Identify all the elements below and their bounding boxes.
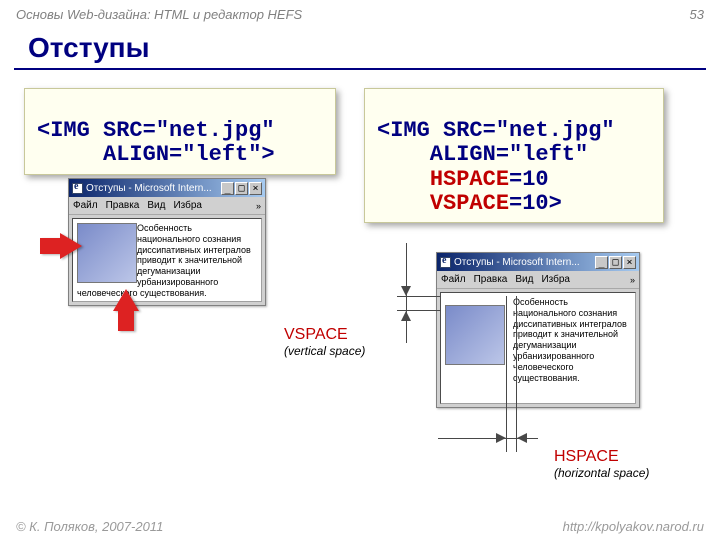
window-title: Отступы - Microsoft Intern...	[454, 257, 580, 268]
menu-fav[interactable]: Избра	[541, 274, 570, 285]
menu-view[interactable]: Вид	[515, 274, 533, 285]
menu-view[interactable]: Вид	[147, 200, 165, 211]
chevron-icon[interactable]: »	[630, 275, 635, 285]
arrow-left-icon	[517, 433, 527, 443]
arrow-right-icon	[496, 433, 506, 443]
ie-icon	[72, 183, 83, 194]
hspace-left-tick	[506, 296, 507, 452]
arrow-vspace-missing	[113, 289, 139, 311]
max-icon[interactable]: □	[609, 256, 622, 269]
menubar: Файл Правка Вид Избра »	[69, 197, 265, 215]
chevron-icon[interactable]: »	[256, 201, 261, 211]
code-line: HSPACE=10	[377, 167, 549, 192]
menubar: Файл Правка Вид Избра »	[437, 271, 639, 289]
sample-text: Особенность национального сознания дисси…	[513, 297, 627, 383]
code-box-withspace: <IMG SRC="net.jpg" ALIGN="left" HSPACE=1…	[364, 88, 664, 223]
arrow-up-icon	[401, 311, 411, 321]
miniwin-nospace: Отступы - Microsoft Intern... _□× Файл П…	[68, 178, 266, 306]
menu-edit[interactable]: Правка	[474, 274, 508, 285]
page-number: 53	[690, 7, 704, 22]
hspace-right-tick	[516, 296, 517, 452]
window-title: Отступы - Microsoft Intern...	[86, 183, 212, 194]
arrow-down-icon	[401, 286, 411, 296]
miniwin-withspace: Отступы - Microsoft Intern... _□× Файл П…	[436, 252, 640, 408]
min-icon[interactable]: _	[221, 182, 234, 195]
menu-fav[interactable]: Избра	[173, 200, 202, 211]
page-title: Отступы	[0, 28, 720, 64]
titlebar: Отступы - Microsoft Intern... _□×	[437, 253, 639, 271]
code-line: ALIGN="left"	[377, 142, 588, 167]
menu-file[interactable]: Файл	[441, 274, 466, 285]
divider	[14, 68, 706, 70]
max-icon[interactable]: □	[235, 182, 248, 195]
copyright: © К. Поляков, 2007-2011	[16, 519, 163, 534]
code-line: <IMG SRC="net.jpg"	[377, 118, 615, 143]
close-icon[interactable]: ×	[249, 182, 262, 195]
code-line: VSPACE=10>	[377, 191, 562, 216]
menu-file[interactable]: Файл	[73, 200, 98, 211]
vspace-top-tick	[397, 296, 441, 297]
titlebar: Отступы - Microsoft Intern... _□×	[69, 179, 265, 197]
arrow-hspace-missing	[60, 233, 82, 259]
code-line: <IMG SRC="net.jpg"	[37, 118, 275, 143]
close-icon[interactable]: ×	[623, 256, 636, 269]
hspace-label: HSPACE (horizontal space)	[554, 448, 649, 480]
code-line: ALIGN="left">	[37, 142, 275, 167]
breadcrumb: Основы Web-дизайна: HTML и редактор HEFS	[16, 7, 302, 22]
ie-icon	[440, 257, 451, 268]
sample-image	[77, 223, 137, 283]
footer-url: http://kpolyakov.narod.ru	[563, 519, 704, 534]
code-box-noattrs: <IMG SRC="net.jpg" ALIGN="left">	[24, 88, 336, 175]
sample-image	[445, 305, 505, 365]
menu-edit[interactable]: Правка	[106, 200, 140, 211]
min-icon[interactable]: _	[595, 256, 608, 269]
vspace-label: VSPACE (vertical space)	[284, 326, 365, 358]
